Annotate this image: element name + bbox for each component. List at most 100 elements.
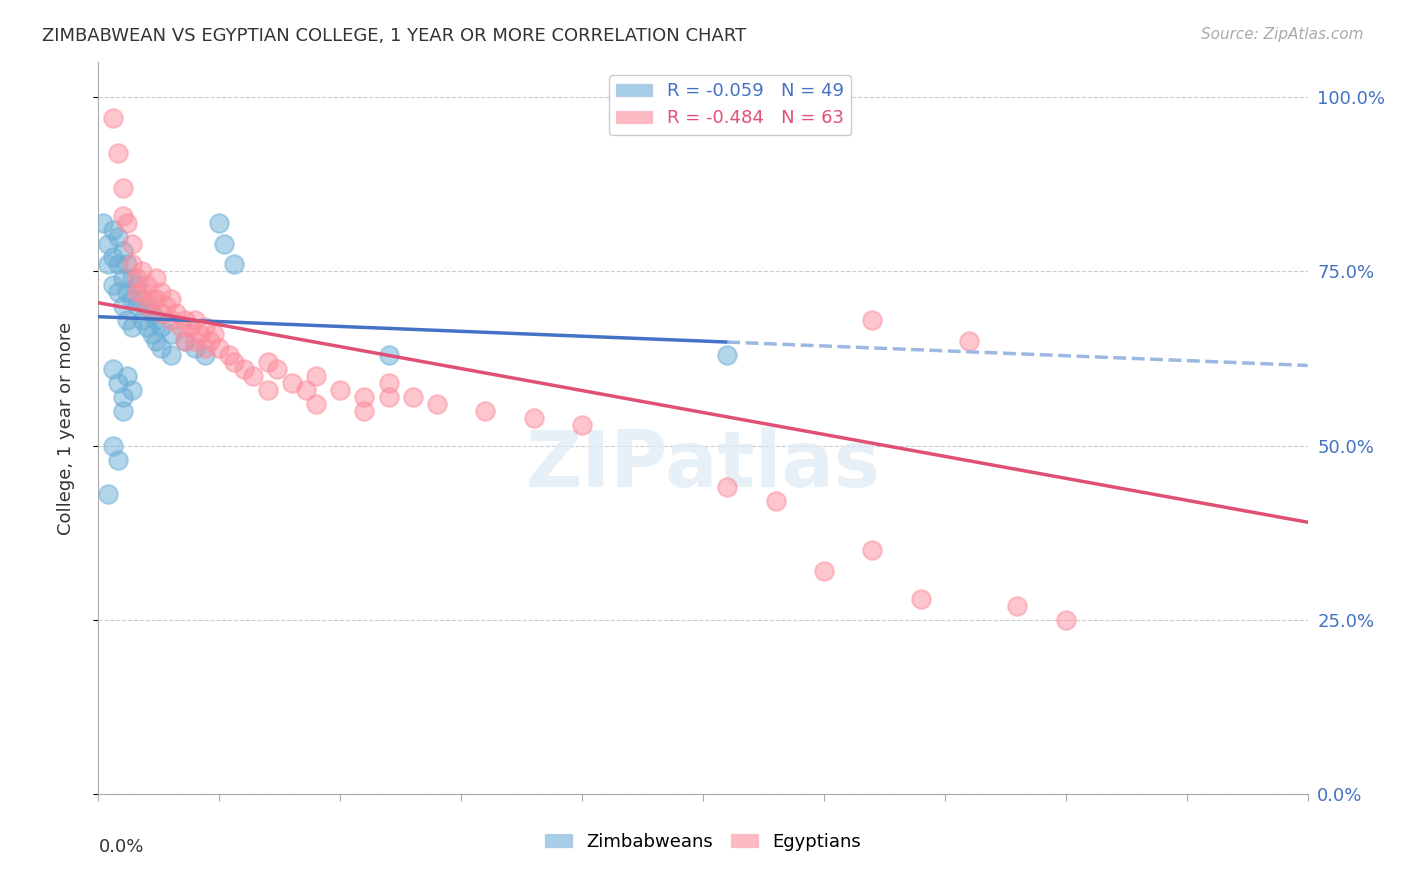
- Point: [194, 320, 217, 334]
- Point: [131, 285, 153, 300]
- Point: [208, 216, 231, 230]
- Point: [117, 216, 139, 230]
- Point: [97, 257, 120, 271]
- Point: [765, 494, 787, 508]
- Point: [97, 487, 120, 501]
- Point: [131, 313, 153, 327]
- Point: [107, 229, 129, 244]
- Point: [121, 383, 143, 397]
- Point: [135, 299, 157, 313]
- Point: [266, 362, 288, 376]
- Point: [165, 306, 187, 320]
- Point: [101, 251, 124, 265]
- Point: [117, 257, 139, 271]
- Point: [91, 216, 114, 230]
- Text: ZIMBABWEAN VS EGYPTIAN COLLEGE, 1 YEAR OR MORE CORRELATION CHART: ZIMBABWEAN VS EGYPTIAN COLLEGE, 1 YEAR O…: [42, 27, 747, 45]
- Point: [242, 368, 264, 383]
- Point: [131, 293, 153, 307]
- Point: [160, 293, 183, 307]
- Point: [150, 341, 173, 355]
- Point: [107, 376, 129, 390]
- Point: [150, 285, 173, 300]
- Point: [377, 348, 399, 362]
- Point: [281, 376, 304, 390]
- Point: [184, 341, 207, 355]
- Point: [174, 313, 197, 327]
- Point: [256, 355, 278, 369]
- Point: [101, 439, 124, 453]
- Point: [121, 320, 143, 334]
- Point: [107, 146, 129, 161]
- Point: [910, 591, 932, 606]
- Point: [141, 293, 163, 307]
- Point: [107, 257, 129, 271]
- Point: [188, 327, 211, 342]
- Legend: Zimbabweans, Egyptians: Zimbabweans, Egyptians: [537, 826, 869, 858]
- Point: [117, 368, 139, 383]
- Point: [353, 390, 375, 404]
- Point: [117, 313, 139, 327]
- Point: [222, 257, 245, 271]
- Point: [1054, 613, 1077, 627]
- Point: [860, 543, 883, 558]
- Point: [256, 383, 278, 397]
- Point: [111, 209, 134, 223]
- Point: [111, 271, 134, 285]
- Point: [232, 362, 254, 376]
- Point: [111, 403, 134, 417]
- Point: [1007, 599, 1029, 613]
- Point: [127, 285, 149, 300]
- Point: [135, 299, 157, 313]
- Point: [295, 383, 318, 397]
- Point: [523, 410, 546, 425]
- Point: [111, 390, 134, 404]
- Point: [135, 320, 157, 334]
- Point: [957, 334, 980, 348]
- Point: [111, 244, 134, 258]
- Point: [101, 111, 124, 125]
- Point: [107, 285, 129, 300]
- Point: [208, 341, 231, 355]
- Point: [127, 299, 149, 313]
- Point: [377, 390, 399, 404]
- Point: [145, 334, 167, 348]
- Point: [426, 397, 449, 411]
- Text: 0.0%: 0.0%: [98, 838, 143, 855]
- Point: [117, 285, 139, 300]
- Point: [212, 236, 235, 251]
- Point: [194, 348, 217, 362]
- Point: [141, 327, 163, 342]
- Point: [329, 383, 352, 397]
- Point: [131, 264, 153, 278]
- Point: [121, 257, 143, 271]
- Text: Source: ZipAtlas.com: Source: ZipAtlas.com: [1201, 27, 1364, 42]
- Point: [121, 293, 143, 307]
- Point: [127, 271, 149, 285]
- Point: [204, 327, 226, 342]
- Point: [198, 334, 221, 348]
- Y-axis label: College, 1 year or more: College, 1 year or more: [56, 322, 75, 534]
- Point: [145, 293, 167, 307]
- Point: [169, 320, 191, 334]
- Point: [107, 452, 129, 467]
- Text: ZIPatlas: ZIPatlas: [526, 426, 880, 503]
- Point: [305, 397, 328, 411]
- Point: [150, 306, 173, 320]
- Point: [377, 376, 399, 390]
- Point: [145, 313, 167, 327]
- Point: [179, 320, 201, 334]
- Point: [155, 299, 177, 313]
- Point: [160, 313, 183, 327]
- Point: [716, 480, 738, 494]
- Point: [184, 334, 207, 348]
- Point: [174, 334, 197, 348]
- Point: [174, 334, 197, 348]
- Point: [222, 355, 245, 369]
- Point: [101, 278, 124, 293]
- Point: [141, 306, 163, 320]
- Point: [127, 278, 149, 293]
- Point: [101, 362, 124, 376]
- Point: [121, 236, 143, 251]
- Point: [135, 278, 157, 293]
- Point: [194, 341, 217, 355]
